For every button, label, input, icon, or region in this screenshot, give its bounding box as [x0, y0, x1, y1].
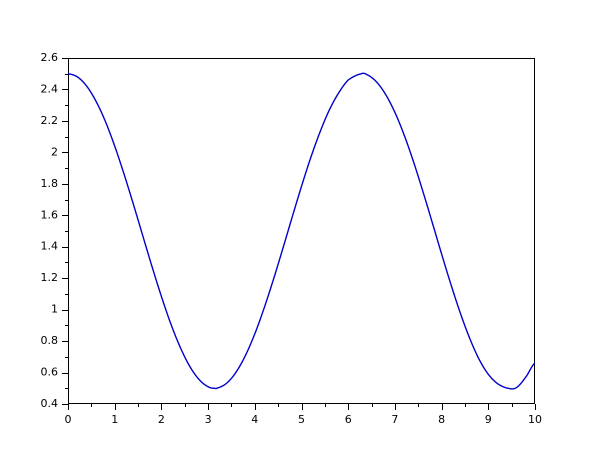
y-axis-tick-label: 2.2 [41, 114, 59, 127]
y-axis-tick-label: 0.6 [41, 366, 59, 379]
axis-tick-labels-layer: 0.4 0.6 0.8 1 1.2 1.4 1.6 1.8 2 2.2 2.4 2.6 0 1 2 3 4 5 6 7… [41, 51, 543, 426]
y-axis-tick-label: 1.8 [41, 177, 59, 190]
y-axis-tick-label: 1.6 [41, 208, 59, 221]
y-axis-tick-label: 1 [51, 303, 58, 316]
y-axis-tick-label: 1.2 [41, 271, 59, 284]
x-axis-tick-label: 9 [485, 413, 492, 426]
x-axis-tick-label: 4 [251, 413, 258, 426]
x-axis-tick-label: 3 [205, 413, 212, 426]
x-axis-tick-label: 5 [298, 413, 305, 426]
data-series-layer [68, 72, 535, 390]
plot-frame [68, 58, 535, 404]
y-axis-tick-label: 1.4 [41, 240, 59, 253]
x-axis-tick-label: 8 [438, 413, 445, 426]
x-axis-tick-label: 6 [345, 413, 352, 426]
y-axis-tick-label: 2.6 [41, 51, 59, 64]
x-axis-tick-label: 0 [65, 413, 72, 426]
y-axis-tick-label: 0.4 [41, 397, 59, 410]
x-axis-tick-label: 7 [391, 413, 398, 426]
axis-frame [68, 58, 535, 404]
y-axis-tick-label: 2.4 [41, 82, 59, 95]
data-series-line [68, 72, 535, 390]
y-axis-tick-label: 2 [51, 145, 58, 158]
axis-ticks-layer [62, 58, 536, 410]
x-axis-tick-label: 10 [528, 413, 542, 426]
y-axis-tick-label: 0.8 [41, 334, 59, 347]
x-axis-tick-label: 2 [158, 413, 165, 426]
x-axis-tick-label: 1 [111, 413, 118, 426]
